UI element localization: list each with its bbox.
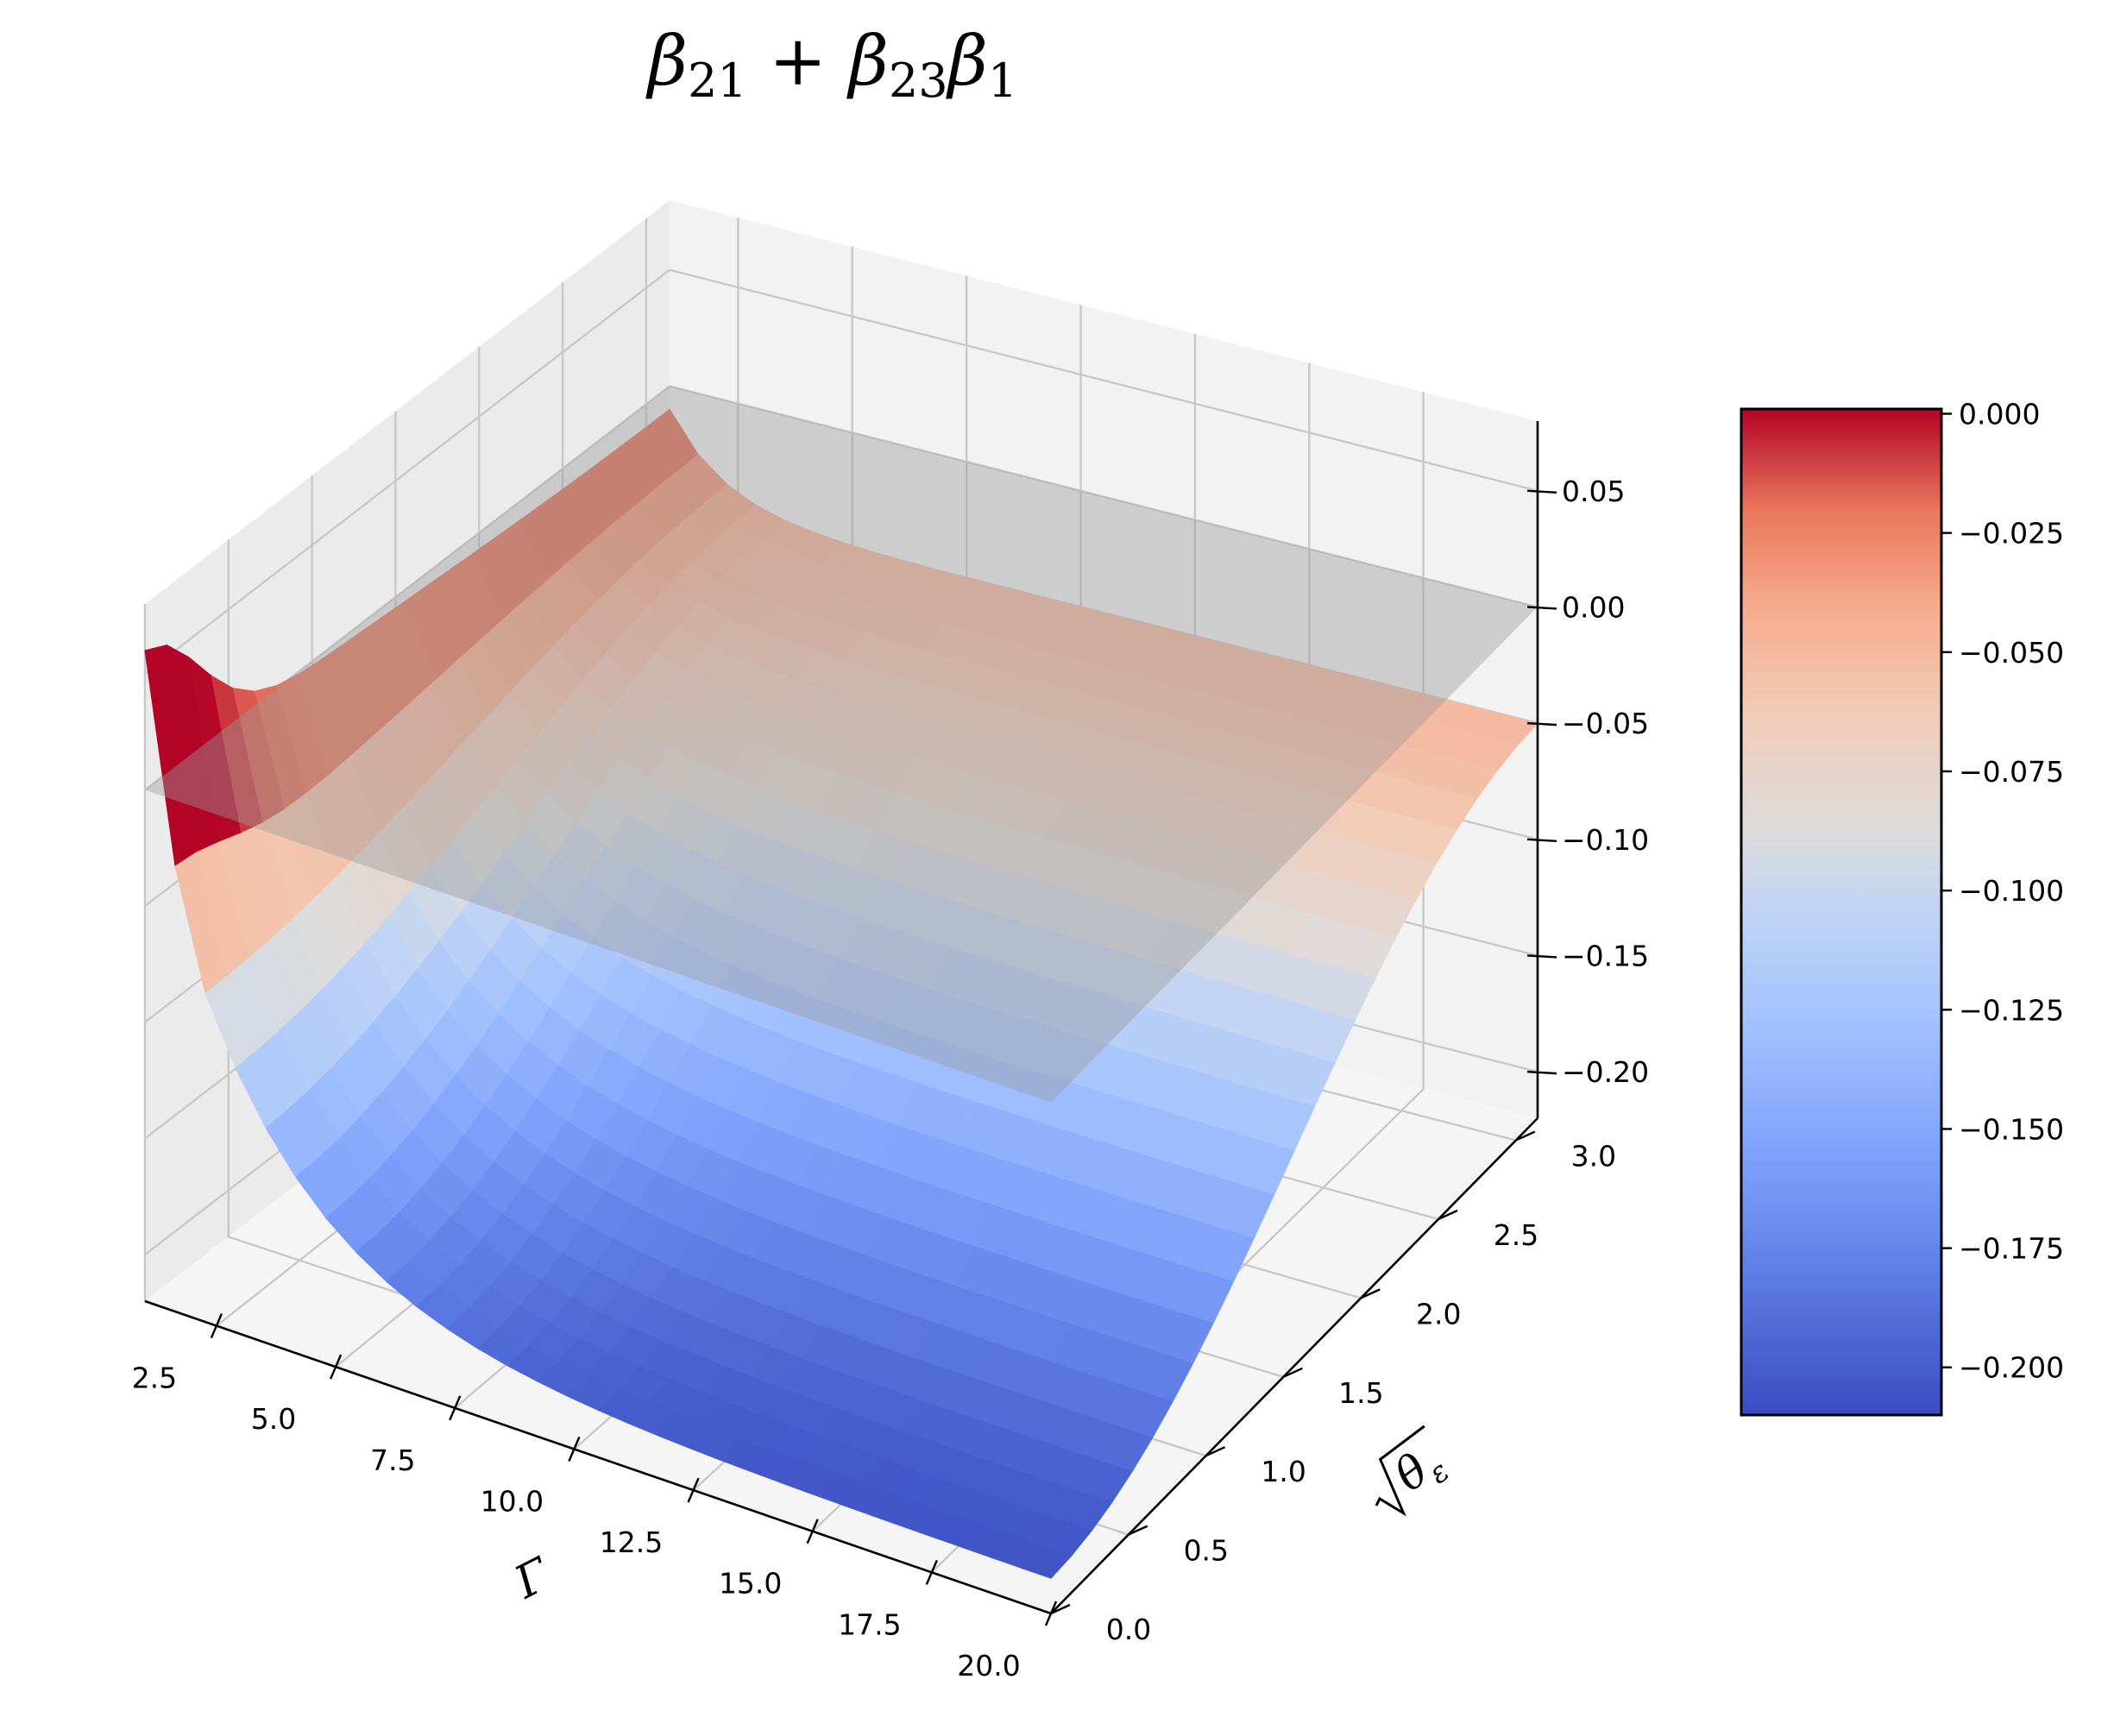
y-tick (1050, 1603, 1071, 1615)
z-tick-label: −0.15 (1562, 939, 1649, 972)
x-tick-label: 10.0 (481, 1484, 544, 1518)
colorbar-tick-label: −0.100 (1959, 874, 2064, 908)
z-gridline (144, 385, 1538, 791)
x-tick (449, 1395, 462, 1421)
x-tick (687, 1477, 700, 1503)
surface-patch (1020, 1544, 1073, 1579)
x-tick-label: 5.0 (251, 1402, 296, 1436)
colorbar-tick-label: −0.050 (1959, 636, 2064, 670)
y-tick-label: 2.0 (1416, 1297, 1461, 1330)
z-tick-label: −0.20 (1562, 1055, 1649, 1089)
y-axis-label: θ ε (1375, 1425, 1456, 1517)
x-axis-label: Γ (506, 1548, 560, 1609)
y-tick (1282, 1367, 1303, 1378)
y-tick-label: 3.0 (1571, 1140, 1616, 1173)
z-tick-label: −0.10 (1562, 823, 1649, 857)
z-tick (1526, 1070, 1557, 1075)
colorbar-tick-label: 0.000 (1959, 398, 2040, 431)
y-tick-label: 0.5 (1184, 1534, 1229, 1568)
x-tick-label: 15.0 (719, 1567, 782, 1601)
z-tick (1526, 606, 1557, 610)
z-tick (1526, 838, 1557, 842)
y-tick (1515, 1130, 1536, 1142)
x-tick (568, 1437, 581, 1462)
surface (144, 408, 1538, 1579)
x-tick-label: 7.5 (370, 1444, 415, 1477)
colorbar-tick-label: −0.200 (1959, 1351, 2064, 1385)
y-axis-line (1050, 1117, 1538, 1614)
x-tick-label: 20.0 (957, 1649, 1020, 1683)
z-tick-label: −0.05 (1562, 707, 1649, 740)
colorbar-ticks: 0.000 −0.025 −0.050 −0.075 −0.100 −0.125 −0.15… (1941, 398, 2064, 1385)
x-tick (925, 1559, 938, 1585)
x-axis-line (144, 1299, 1052, 1615)
y-tick (1128, 1525, 1148, 1536)
x-tick (806, 1519, 819, 1544)
y-tick (1360, 1288, 1381, 1299)
axes (144, 421, 1557, 1626)
colorbar-tick-label: −0.150 (1959, 1112, 2064, 1146)
y-tick (1438, 1209, 1458, 1221)
reference-plane (145, 386, 1538, 1103)
colorbar-tick-label: −0.175 (1959, 1232, 2064, 1266)
x-tick-label: 12.5 (600, 1525, 663, 1559)
y-tick (1205, 1446, 1226, 1457)
x-tick (329, 1354, 343, 1380)
y-tick-label: 1.5 (1338, 1376, 1383, 1410)
z-tick (1526, 721, 1557, 726)
x-tick (210, 1313, 223, 1339)
x-tick-label: 17.5 (838, 1607, 901, 1641)
colorbar-tick-label: −0.025 (1959, 517, 2064, 550)
z-tick-label: 0.00 (1562, 590, 1625, 624)
x-tick-label: 2.5 (132, 1362, 177, 1395)
z-gridline (144, 268, 1538, 675)
y-tick-label: 0.0 (1106, 1613, 1151, 1646)
colorbar-tick-label: −0.125 (1959, 993, 2064, 1027)
z-tick-label: 0.05 (1562, 475, 1625, 508)
zero-reference-plane (145, 386, 1538, 1103)
y-tick-label: 1.0 (1261, 1455, 1306, 1488)
colorbar-tick-label: −0.075 (1959, 755, 2064, 789)
chart-title: β21 + β23β1 (645, 21, 1017, 108)
colorbar-gradient (1740, 407, 1943, 1417)
z-tick (1526, 489, 1557, 494)
colorbar: 0.000 −0.025 −0.050 −0.075 −0.100 −0.125 −0.15… (1740, 398, 2064, 1417)
z-tick (1526, 954, 1557, 959)
y-tick-label: 2.5 (1494, 1218, 1538, 1252)
tick-labels: 2.5 5.0 7.5 10.0 12.5 15.0 17.5 20.0 0.0 0.5 1.0 1.… (132, 475, 1649, 1683)
